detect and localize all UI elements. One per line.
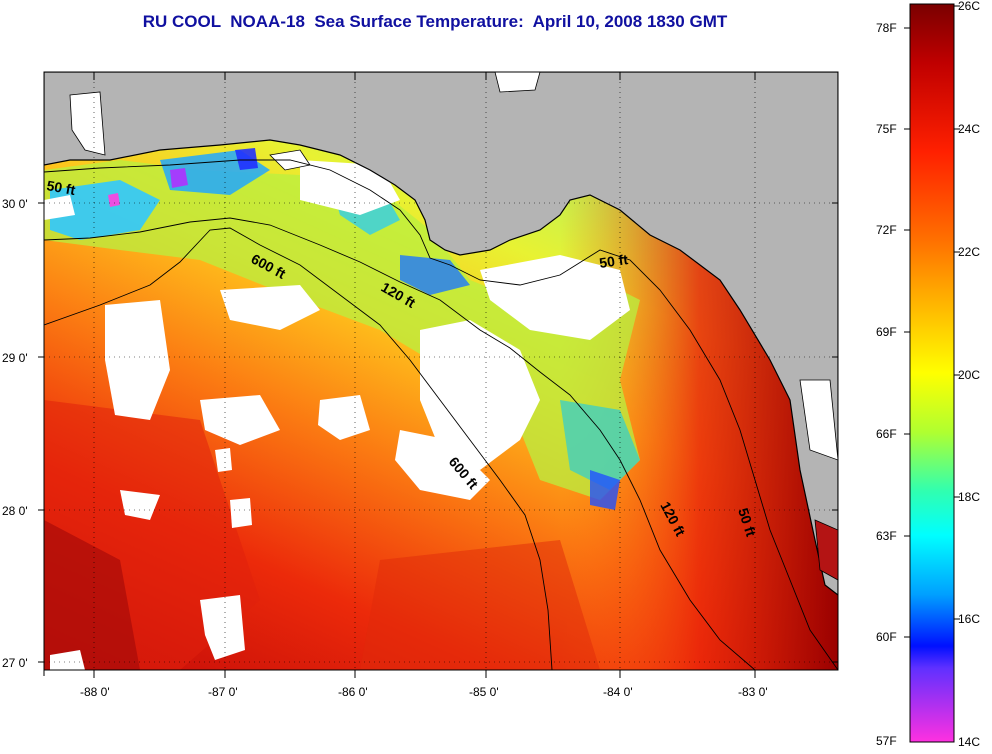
- colorbar-c-label: 22C: [958, 245, 980, 259]
- colorbar-f-label: 75F: [876, 122, 897, 136]
- colorbar-f-label: 69F: [876, 325, 897, 339]
- lon-tick-label: -87 0': [208, 685, 238, 699]
- colorbar-f-label: 63F: [876, 529, 897, 543]
- lon-tick-label: -84 0': [603, 685, 633, 699]
- lat-tick-label: 28 0': [2, 504, 28, 518]
- lon-tick-label: -83 0': [738, 685, 768, 699]
- lat-tick-label: 27 0': [2, 656, 28, 670]
- lat-tick-label: 29 0': [2, 351, 28, 365]
- map-frame: [43, 71, 839, 671]
- colorbar-f-label: 78F: [876, 21, 897, 35]
- colorbar: 78F 75F 72F 69F 66F 63F 60F 57F 26C 24C …: [876, 0, 980, 749]
- colorbar-f-label: 57F: [876, 734, 897, 748]
- lat-tick-label: 30 0': [2, 197, 28, 211]
- axis-ticks: [38, 72, 838, 678]
- lon-tick-label: -85 0': [469, 685, 499, 699]
- contour-label: 50 ft: [45, 177, 76, 198]
- map-area: 50 ft 600 ft 120 ft 50 ft 600 ft 120 ft …: [44, 72, 838, 670]
- colorbar-c-label: 16C: [958, 612, 980, 626]
- colorbar-c-label: 14C: [958, 735, 980, 749]
- cloud-cover: [44, 160, 630, 670]
- colorbar-c-label: 18C: [958, 490, 980, 504]
- colorbar-c-label: 24C: [958, 122, 980, 136]
- colorbar-f-label: 72F: [876, 223, 897, 237]
- lon-tick-label: -86 0': [338, 685, 368, 699]
- colorbar-ramp: [909, 3, 955, 743]
- contour-label: 50 ft: [598, 251, 629, 271]
- colorbar-c-label: 26C: [958, 0, 980, 13]
- colorbar-f-label: 60F: [876, 630, 897, 644]
- colorbar-c-label: 20C: [958, 368, 980, 382]
- lon-tick-label: -88 0': [80, 685, 110, 699]
- colorbar-f-label: 66F: [876, 427, 897, 441]
- depth-contours: [44, 159, 838, 670]
- chart-title: RU COOL NOAA-18 Sea Surface Temperature:…: [142, 12, 728, 31]
